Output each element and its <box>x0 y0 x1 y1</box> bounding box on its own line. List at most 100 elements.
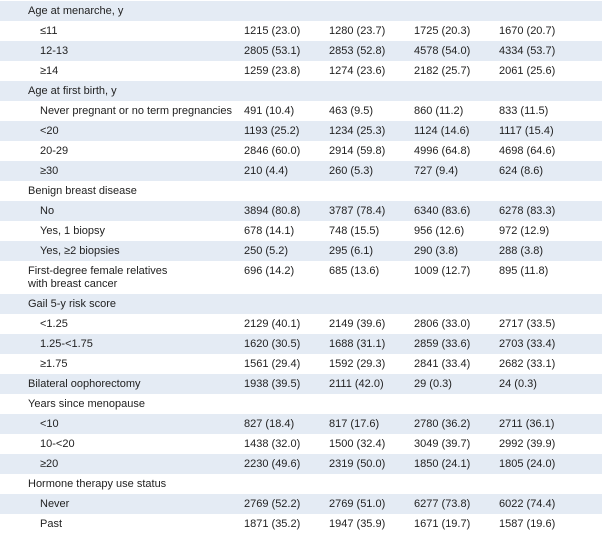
table-cell: 827 (18.4) <box>244 418 295 430</box>
table-row: 20-29 2846 (60.0) 2914 (59.8) 4996 (64.8) 46… <box>0 141 602 161</box>
table-row: 12-13 2805 (53.1) 2853 (52.8) 4578 (54.0) 43… <box>0 41 602 61</box>
table-cell: 2711 (36.1) <box>499 418 555 430</box>
table-cell: 1587 (19.6) <box>499 518 556 530</box>
table-cell: 295 (6.1) <box>329 245 374 257</box>
table-cell: 1805 (24.0) <box>499 458 556 470</box>
row-label: 12-13 <box>40 45 69 57</box>
row-label: No <box>40 205 55 217</box>
table-cell: 833 (11.5) <box>499 105 549 117</box>
table-cell: 260 (5.3) <box>329 165 374 177</box>
table-cell: 1725 (20.3) <box>414 25 471 37</box>
table-cell: 288 (3.8) <box>499 245 544 257</box>
table-cell: 1274 (23.6) <box>329 65 386 77</box>
table-cell: 1850 (24.1) <box>414 458 471 470</box>
section-title: Benign breast disease <box>28 185 137 197</box>
table-cell: 2769 (52.2) <box>244 498 301 510</box>
table-cell: 2853 (52.8) <box>329 45 386 57</box>
table-row: 10-<20 1438 (32.0) 1500 (32.4) 3049 (39.7) 2… <box>0 434 602 454</box>
table-cell: 491 (10.4) <box>244 105 295 117</box>
table-cell: 956 (12.6) <box>414 225 465 237</box>
table-cell: 1117 (15.4) <box>499 125 554 137</box>
section-title: Hormone therapy use status <box>28 478 167 490</box>
row-label: ≥1.75 <box>40 358 68 370</box>
table-cell: 2149 (39.6) <box>329 318 386 330</box>
table-cell: 1947 (35.9) <box>329 518 386 530</box>
table-cell: 1234 (25.3) <box>329 125 386 137</box>
table-cell: 860 (11.2) <box>414 105 464 117</box>
row-label: ≥14 <box>40 65 59 77</box>
table-cell: 6022 (74.4) <box>499 498 556 510</box>
table-cell: 1215 (23.0) <box>244 25 301 37</box>
table-cell: 1500 (32.4) <box>329 438 386 450</box>
table-cell: 3787 (78.4) <box>329 205 386 217</box>
table-cell: 2182 (25.7) <box>414 65 471 77</box>
row-label: Past <box>40 518 63 530</box>
table-cell: 1561 (29.4) <box>244 358 301 370</box>
table-cell: 2682 (33.1) <box>499 358 556 370</box>
row-label: Never <box>40 498 70 510</box>
table-cell: 972 (12.9) <box>499 225 550 237</box>
table-cell: 24 (0.3) <box>499 378 537 390</box>
table-row: Years since menopause <box>0 394 602 414</box>
table-cell: 817 (17.6) <box>329 418 380 430</box>
table-cell: 1124 (14.6) <box>414 125 470 137</box>
table-row: Hormone therapy use status <box>0 474 602 494</box>
table-cell: 748 (15.5) <box>329 225 380 237</box>
table-cell: 29 (0.3) <box>414 378 452 390</box>
table-cell: 2717 (33.5) <box>499 318 556 330</box>
table-cell: 6340 (83.6) <box>414 205 471 217</box>
table-cell: 290 (3.8) <box>414 245 459 257</box>
table-row: Never pregnant or no term pregnancies 491… <box>0 101 602 121</box>
row-label: 1.25-<1.75 <box>40 338 93 350</box>
table-cell: 1671 (19.7) <box>414 518 471 530</box>
table-cell: 2061 (25.6) <box>499 65 556 77</box>
table-row: Never 2769 (52.2) 2769 (51.0) 6277 (73.8) 60… <box>0 494 602 514</box>
section-title: First-degree female relatives with breas… <box>28 265 168 290</box>
row-label: 10-<20 <box>40 438 75 450</box>
row-label: <1.25 <box>40 318 68 330</box>
table-cell: 2992 (39.9) <box>499 438 556 450</box>
table-cell: 463 (9.5) <box>329 105 374 117</box>
table-row: Age at menarche, y <box>0 1 602 21</box>
row-label: Yes, ≥2 biopsies <box>40 245 120 257</box>
table-cell: 2769 (51.0) <box>329 498 386 510</box>
table-row: ≥14 1259 (23.8) 1274 (23.6) 2182 (25.7) 2061… <box>0 61 602 81</box>
table-cell: 2129 (40.1) <box>244 318 301 330</box>
table-row: ≥30 210 (4.4) 260 (5.3) 727 (9.4) 624 (8.6) <box>0 161 602 181</box>
table-cell: 1438 (32.0) <box>244 438 301 450</box>
table-cell: 2319 (50.0) <box>329 458 386 470</box>
table-row: ≤11 1215 (23.0) 1280 (23.7) 1725 (20.3) 1670… <box>0 21 602 41</box>
table-row: <10 827 (18.4) 817 (17.6) 2780 (36.2) 2711 (… <box>0 414 602 434</box>
row-label: Never pregnant or no term pregnancies <box>40 105 232 117</box>
table-cell: 4334 (53.7) <box>499 45 556 57</box>
section-title: Age at first birth, y <box>28 85 117 97</box>
table-cell: 4578 (54.0) <box>414 45 471 57</box>
table-cell: 250 (5.2) <box>244 245 289 257</box>
row-label: ≥20 <box>40 458 59 470</box>
section-title: Bilateral oophorectomy <box>28 378 141 390</box>
table-row: Bilateral oophorectomy 1938 (39.5) 2111 (4… <box>0 374 602 394</box>
table-cell: 2111 (42.0) <box>329 378 384 390</box>
table-row: Past 1871 (35.2) 1947 (35.9) 1671 (19.7) 158… <box>0 514 602 534</box>
table-cell: 1280 (23.7) <box>329 25 386 37</box>
table-cell: 3049 (39.7) <box>414 438 471 450</box>
table-row: ≥20 2230 (49.6) 2319 (50.0) 1850 (24.1) 1805… <box>0 454 602 474</box>
table-cell: 1259 (23.8) <box>244 65 301 77</box>
table-row: <1.25 2129 (40.1) 2149 (39.6) 2806 (33.0) 27… <box>0 314 602 334</box>
table-cell: 2780 (36.2) <box>414 418 471 430</box>
table-cell: 2703 (33.4) <box>499 338 556 350</box>
table-cell: 210 (4.4) <box>244 165 289 177</box>
row-label: Yes, 1 biopsy <box>40 225 106 237</box>
table-cell: 1620 (30.5) <box>244 338 301 350</box>
table-cell: 4698 (64.6) <box>499 145 556 157</box>
table-cell: 1592 (29.3) <box>329 358 386 370</box>
section-title: Gail 5-y risk score <box>28 298 117 310</box>
table-row: ≥1.75 1561 (29.4) 1592 (29.3) 2841 (33.4) 26… <box>0 354 602 374</box>
section-title: Age at menarche, y <box>28 5 124 17</box>
table-row: Benign breast disease <box>0 181 602 201</box>
table-cell: 1670 (20.7) <box>499 25 556 37</box>
table-row: Yes, 1 biopsy 678 (14.1) 748 (15.5) 956 (12… <box>0 221 602 241</box>
table-cell: 1009 (12.7) <box>414 265 471 277</box>
